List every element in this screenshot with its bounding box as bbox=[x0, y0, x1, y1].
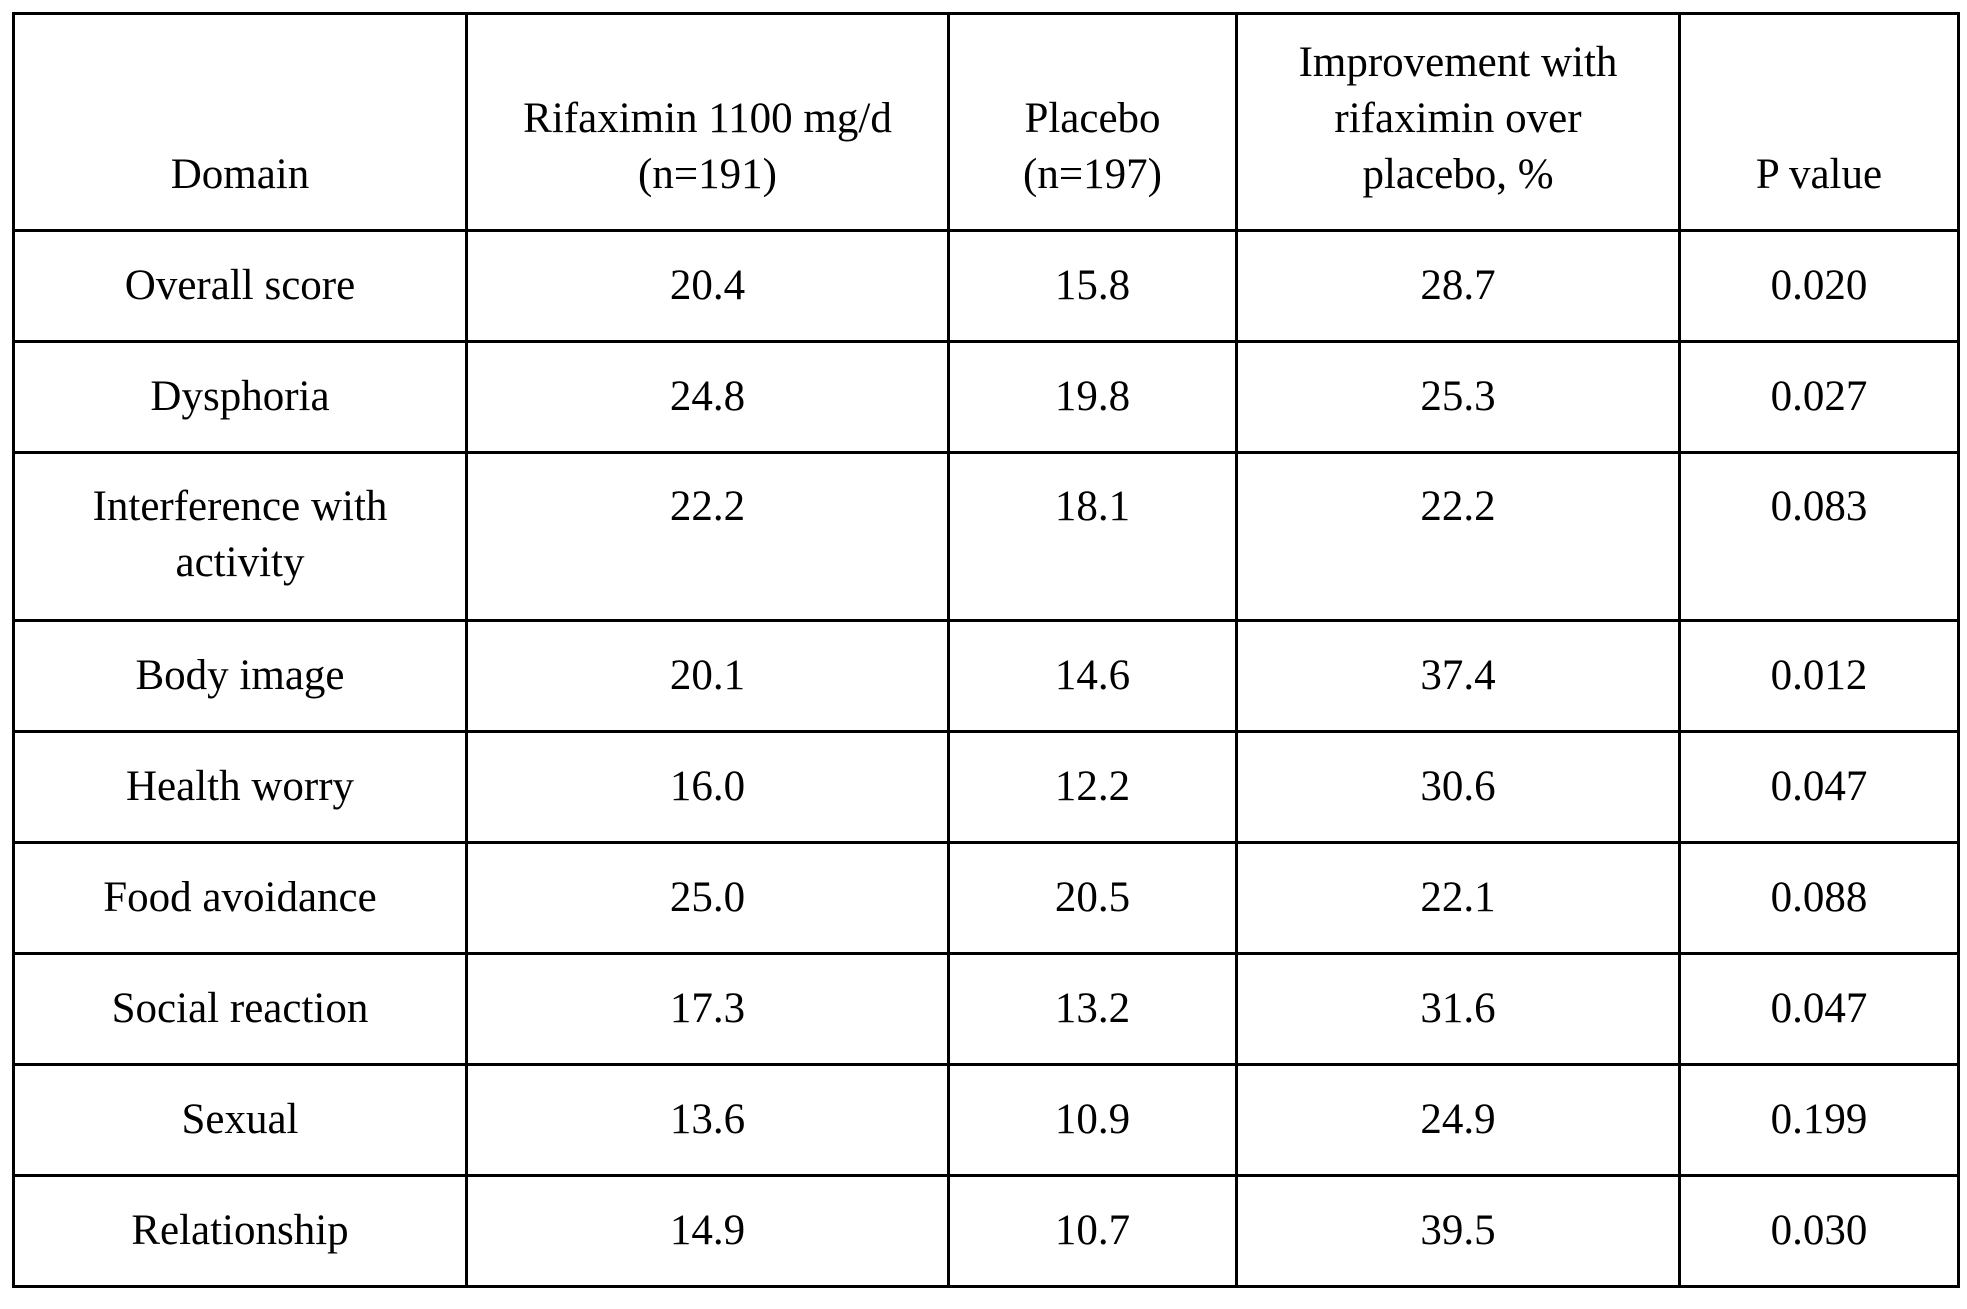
cell-improvement: 24.9 bbox=[1237, 1065, 1680, 1176]
header-p-value: P value bbox=[1680, 14, 1959, 231]
cell-domain: Food avoidance bbox=[14, 843, 467, 954]
table-row: Health worry 16.0 12.2 30.6 0.047 bbox=[14, 732, 1959, 843]
cell-placebo: 18.1 bbox=[949, 453, 1237, 621]
cell-improvement: 37.4 bbox=[1237, 621, 1680, 732]
cell-p-value: 0.047 bbox=[1680, 732, 1959, 843]
header-improvement: Improvement withrifaximin overplacebo, % bbox=[1237, 14, 1680, 231]
table-header: Domain Rifaximin 1100 mg/d(n=191) Placeb… bbox=[14, 14, 1959, 231]
header-placebo: Placebo(n=197) bbox=[949, 14, 1237, 231]
cell-domain: Social reaction bbox=[14, 954, 467, 1065]
cell-improvement: 30.6 bbox=[1237, 732, 1680, 843]
cell-rifaximin: 20.4 bbox=[467, 231, 949, 342]
table-row: Social reaction 17.3 13.2 31.6 0.047 bbox=[14, 954, 1959, 1065]
cell-domain: Dysphoria bbox=[14, 342, 467, 453]
cell-placebo: 20.5 bbox=[949, 843, 1237, 954]
table-row: Body image 20.1 14.6 37.4 0.012 bbox=[14, 621, 1959, 732]
cell-placebo: 14.6 bbox=[949, 621, 1237, 732]
cell-p-value: 0.012 bbox=[1680, 621, 1959, 732]
cell-placebo: 15.8 bbox=[949, 231, 1237, 342]
header-rifaximin: Rifaximin 1100 mg/d(n=191) bbox=[467, 14, 949, 231]
cell-improvement: 25.3 bbox=[1237, 342, 1680, 453]
cell-placebo: 19.8 bbox=[949, 342, 1237, 453]
cell-placebo: 12.2 bbox=[949, 732, 1237, 843]
cell-domain: Health worry bbox=[14, 732, 467, 843]
cell-p-value: 0.199 bbox=[1680, 1065, 1959, 1176]
results-table: Domain Rifaximin 1100 mg/d(n=191) Placeb… bbox=[12, 12, 1960, 1288]
header-domain: Domain bbox=[14, 14, 467, 231]
cell-domain: Overall score bbox=[14, 231, 467, 342]
table-row: Relationship 14.9 10.7 39.5 0.030 bbox=[14, 1176, 1959, 1287]
cell-rifaximin: 24.8 bbox=[467, 342, 949, 453]
cell-placebo: 10.9 bbox=[949, 1065, 1237, 1176]
cell-rifaximin: 16.0 bbox=[467, 732, 949, 843]
cell-improvement: 28.7 bbox=[1237, 231, 1680, 342]
table-row: Overall score 20.4 15.8 28.7 0.020 bbox=[14, 231, 1959, 342]
cell-improvement: 31.6 bbox=[1237, 954, 1680, 1065]
cell-improvement: 22.2 bbox=[1237, 453, 1680, 621]
cell-rifaximin: 13.6 bbox=[467, 1065, 949, 1176]
cell-p-value: 0.047 bbox=[1680, 954, 1959, 1065]
cell-rifaximin: 20.1 bbox=[467, 621, 949, 732]
table-row: Sexual 13.6 10.9 24.9 0.199 bbox=[14, 1065, 1959, 1176]
cell-rifaximin: 17.3 bbox=[467, 954, 949, 1065]
cell-domain: Sexual bbox=[14, 1065, 467, 1176]
table-body: Overall score 20.4 15.8 28.7 0.020 Dysph… bbox=[14, 231, 1959, 1287]
cell-improvement: 39.5 bbox=[1237, 1176, 1680, 1287]
table-row: Food avoidance 25.0 20.5 22.1 0.088 bbox=[14, 843, 1959, 954]
cell-p-value: 0.030 bbox=[1680, 1176, 1959, 1287]
cell-domain: Interference withactivity bbox=[14, 453, 467, 621]
results-table-container: Domain Rifaximin 1100 mg/d(n=191) Placeb… bbox=[12, 12, 1957, 1288]
cell-domain: Body image bbox=[14, 621, 467, 732]
cell-rifaximin: 25.0 bbox=[467, 843, 949, 954]
cell-rifaximin: 22.2 bbox=[467, 453, 949, 621]
cell-p-value: 0.027 bbox=[1680, 342, 1959, 453]
table-row: Dysphoria 24.8 19.8 25.3 0.027 bbox=[14, 342, 1959, 453]
cell-improvement: 22.1 bbox=[1237, 843, 1680, 954]
cell-placebo: 13.2 bbox=[949, 954, 1237, 1065]
table-row: Interference withactivity 22.2 18.1 22.2… bbox=[14, 453, 1959, 621]
header-row: Domain Rifaximin 1100 mg/d(n=191) Placeb… bbox=[14, 14, 1959, 231]
cell-p-value: 0.083 bbox=[1680, 453, 1959, 621]
cell-domain: Relationship bbox=[14, 1176, 467, 1287]
cell-p-value: 0.020 bbox=[1680, 231, 1959, 342]
cell-placebo: 10.7 bbox=[949, 1176, 1237, 1287]
cell-p-value: 0.088 bbox=[1680, 843, 1959, 954]
cell-rifaximin: 14.9 bbox=[467, 1176, 949, 1287]
